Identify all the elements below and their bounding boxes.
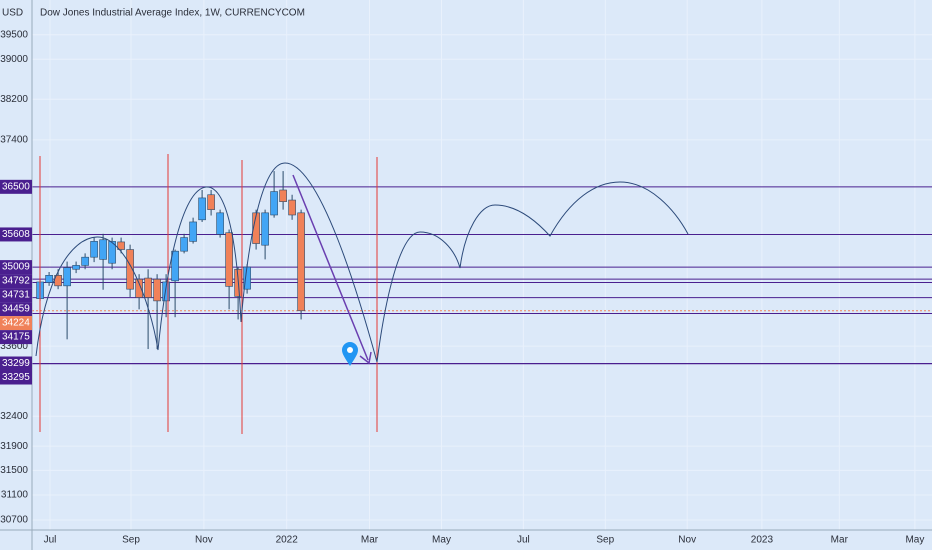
level-label-box [0,288,32,303]
candle-body [72,265,80,270]
x-tick-label: Sep [122,535,140,546]
candle-body [117,241,125,250]
level-label: 35608 [2,229,30,240]
y-tick-label: 31500 [0,465,28,476]
level-label-box [0,356,32,371]
candle-body [225,232,233,287]
candle-body [162,281,170,302]
level-label: 34459 [2,304,30,315]
level-label-box [0,370,32,385]
candle-body [180,237,188,252]
x-tick-label: May [432,535,451,546]
level-label: 33299 [2,358,30,369]
y-tick-label: 32400 [0,411,28,422]
x-tick-label: Nov [678,535,696,546]
level-label-box [0,316,32,331]
level-label-box [0,227,32,242]
candle-body [81,256,89,266]
candle-body [144,277,152,298]
currency[interactable]: USD [2,8,23,19]
candle-body [126,249,134,290]
x-tick-label: Jul [44,535,57,546]
candle-body [297,212,305,312]
pin-dot [347,347,353,353]
candle-body [171,250,179,282]
x-tick-label: Sep [596,535,614,546]
level-label: 34175 [2,332,30,343]
arrow-head [359,351,372,365]
x-tick-label: Nov [195,535,213,546]
arrow [292,174,369,361]
drawings [35,154,689,434]
x-tick-label: Mar [831,535,849,546]
x-tick-label: 2023 [751,535,774,546]
cycle-curve [35,162,689,363]
candle-body [261,212,269,246]
level-label: 36500 [2,181,30,192]
chart-title: Dow Jones Industrial Average Index, 1W, … [40,8,305,19]
candle-body [288,199,296,216]
x-tick-label: Mar [361,535,379,546]
candle-body [135,278,143,298]
level-label-box [0,179,32,194]
candle-body [189,221,197,242]
y-tick-label: 31100 [1,490,29,501]
y-tick-label: 30700 [0,515,28,526]
candle-body [279,189,287,202]
candle-body [270,191,278,216]
level-label: 35009 [2,262,30,273]
level-label-box [0,302,32,317]
x-tick-label: 2022 [276,535,299,546]
level-label-box [0,274,32,289]
level-label: 33295 [2,372,30,383]
level-label-box [0,260,32,275]
y-tick-label: 39500 [0,29,28,40]
x-tick-label: May [905,535,924,546]
level-label: 34731 [2,290,30,301]
level-label: 34792 [2,276,30,287]
candle-body [54,275,62,287]
y-tick-label: 38200 [0,94,28,105]
level-label: 34224 [2,318,30,329]
y-tick-label: 31900 [0,441,28,452]
y-tick-label: 37400 [0,135,28,146]
candle-body [252,212,260,244]
level-label-box [0,330,32,345]
candle-body [207,194,215,210]
y-tick-label: 33600 [0,341,28,352]
location-pin[interactable] [342,342,358,366]
candle-body [63,267,71,287]
candle-body [216,212,224,235]
candle-body [108,241,116,264]
candle-body [198,197,206,221]
x-tick-label: Jul [517,535,530,546]
candle-body [153,278,161,302]
y-tick-label: 39000 [0,54,28,65]
candle-body [99,239,107,260]
candle-body [45,275,53,283]
candle-body [90,241,98,258]
